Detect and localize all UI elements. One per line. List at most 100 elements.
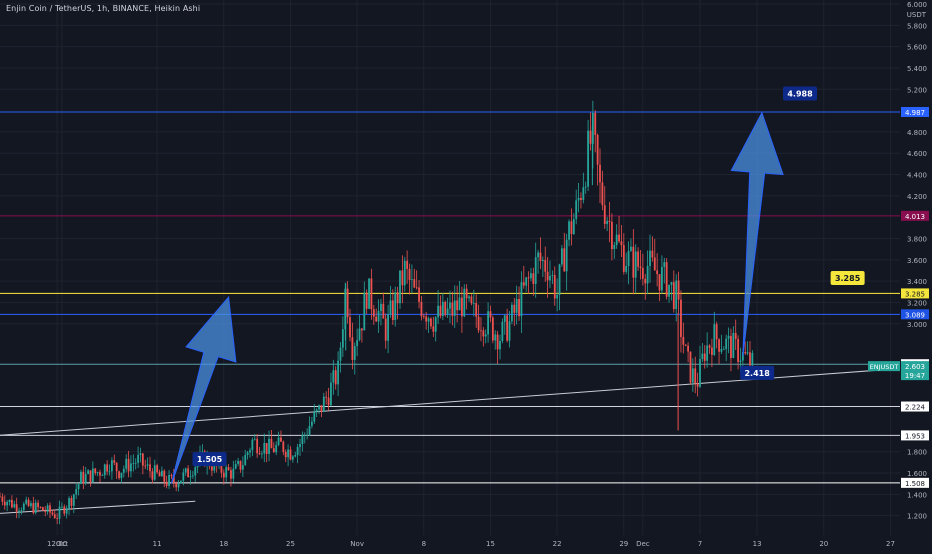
- candle-body: [149, 464, 151, 472]
- candle-body: [482, 330, 485, 337]
- price-label-text: 4.013: [905, 213, 925, 221]
- candle-body: [306, 434, 309, 436]
- up-arrow-drawing: [730, 111, 784, 356]
- candle-body: [87, 470, 89, 475]
- candle-body: [741, 352, 744, 361]
- candle-body: [6, 502, 9, 506]
- candle-body: [153, 465, 156, 480]
- candle-body: [384, 318, 387, 341]
- candle-body: [161, 470, 163, 477]
- candle-body: [413, 279, 416, 288]
- arrows-layer: [170, 111, 784, 484]
- candle-body: [244, 454, 247, 466]
- candle-body: [96, 472, 99, 474]
- candle-body: [670, 282, 673, 285]
- candle-body: [746, 352, 749, 354]
- candles-layer: [0, 100, 754, 525]
- annotation-box: [783, 86, 817, 101]
- candle-body: [513, 304, 516, 313]
- candle-body: [168, 474, 170, 486]
- candle-body: [134, 462, 137, 464]
- candle-body: [587, 130, 589, 187]
- candle-body: [694, 368, 697, 384]
- candle-body: [180, 480, 182, 484]
- candle-body: [91, 468, 94, 483]
- candle-body: [658, 274, 661, 291]
- candle-body: [356, 339, 359, 347]
- candle-body: [189, 476, 192, 478]
- candle-body: [380, 303, 382, 312]
- price-label-box: [901, 309, 929, 320]
- candle-body: [177, 483, 180, 488]
- candle-body: [118, 471, 120, 479]
- candle-body: [439, 305, 442, 317]
- candle-body: [520, 282, 523, 317]
- candle-body: [280, 437, 282, 442]
- candle-body: [575, 200, 578, 220]
- candle-body: [577, 197, 580, 201]
- candle-body: [422, 316, 425, 318]
- current-price-text: 2.603: [905, 363, 925, 371]
- candle-body: [508, 321, 511, 341]
- candle-body: [449, 302, 451, 309]
- candle-body: [499, 340, 501, 350]
- price-tick-label: 1.200: [907, 513, 927, 521]
- price-label-box: [901, 477, 929, 488]
- price-tick-label: 5.600: [907, 44, 927, 52]
- price-label-text: 1.953: [905, 432, 925, 440]
- candle-body: [518, 298, 520, 317]
- candle-body: [418, 287, 420, 302]
- candle-body: [230, 470, 232, 479]
- candle-body: [425, 316, 428, 322]
- candle-body: [411, 279, 413, 281]
- candle-body: [744, 352, 747, 354]
- candle-body: [611, 221, 613, 250]
- candle-body: [618, 234, 620, 242]
- candle-body: [325, 396, 328, 398]
- candle-body: [622, 245, 625, 272]
- candle-body: [137, 454, 139, 463]
- candle-body: [158, 472, 161, 477]
- candle-body: [477, 316, 480, 331]
- candle-body: [175, 482, 178, 488]
- annotation-box: [830, 270, 865, 285]
- candle-body: [51, 512, 54, 515]
- candle-body: [522, 282, 525, 286]
- candle-body: [403, 260, 406, 286]
- candle-body: [415, 287, 418, 289]
- candle-body: [584, 186, 587, 188]
- candle-body: [99, 472, 101, 476]
- candle-body: [220, 460, 223, 473]
- candle-body: [241, 465, 244, 470]
- candle-body: [568, 221, 570, 240]
- candle-body: [484, 334, 487, 337]
- candle-body: [320, 405, 323, 412]
- candle-body: [722, 349, 725, 350]
- candle-body: [53, 514, 56, 519]
- candle-body: [461, 297, 463, 317]
- candle-body: [396, 292, 399, 304]
- candle-body: [601, 182, 604, 206]
- candle-body: [34, 502, 37, 513]
- candle-body: [491, 317, 494, 341]
- candle-body: [539, 252, 542, 261]
- candle-body: [703, 353, 706, 361]
- candle-body: [120, 472, 123, 479]
- trend-lines-layer: [0, 368, 901, 514]
- price-tick-label: 1.800: [907, 449, 927, 457]
- price-tick-label: 6.000: [907, 1, 927, 9]
- price-axis: 6.000 5.800 5.600 5.400 5.200 4.800 4.600 4.400…: [900, 0, 932, 550]
- candle-body: [375, 316, 378, 322]
- price-tick-label: 3.400: [907, 278, 927, 286]
- currency-unit: USDT: [906, 11, 926, 19]
- price-tick-label: 1.600: [907, 470, 927, 478]
- candle-body: [222, 472, 225, 478]
- candle-body: [689, 351, 692, 383]
- time-tick-label: 8: [422, 540, 426, 548]
- time-tick-label: 22: [553, 540, 562, 548]
- price-tick-label: 5.200: [907, 86, 927, 94]
- candle-body: [106, 464, 109, 472]
- candle-body: [368, 278, 370, 309]
